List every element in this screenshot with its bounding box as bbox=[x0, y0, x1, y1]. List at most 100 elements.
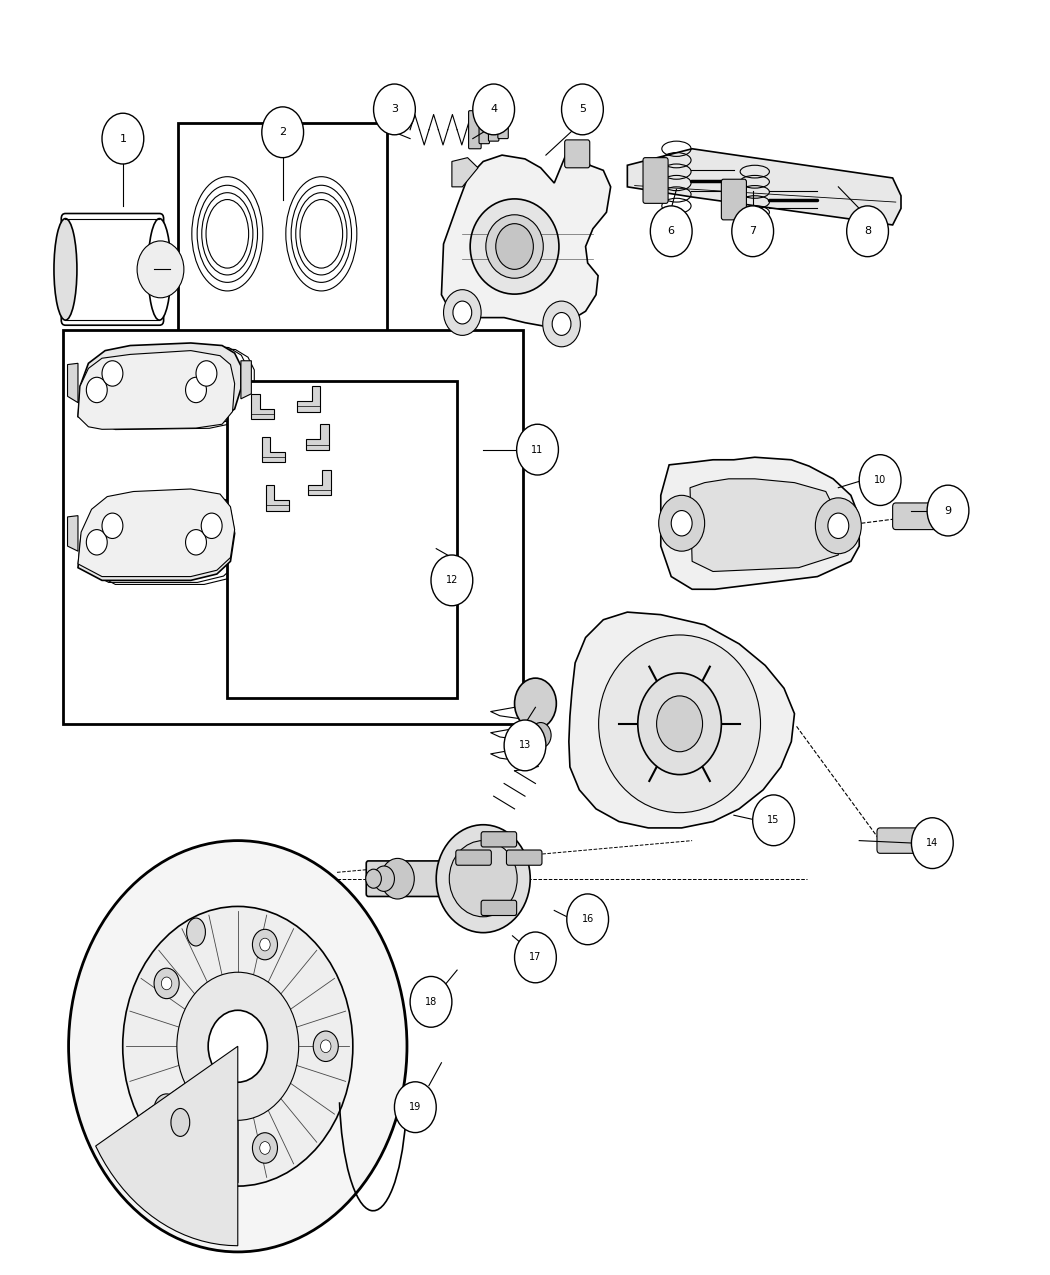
Ellipse shape bbox=[148, 218, 171, 320]
Circle shape bbox=[637, 673, 721, 775]
Polygon shape bbox=[78, 490, 234, 576]
Text: 8: 8 bbox=[864, 226, 872, 236]
Ellipse shape bbox=[365, 870, 381, 889]
Circle shape bbox=[259, 938, 270, 951]
Circle shape bbox=[86, 377, 107, 403]
Circle shape bbox=[411, 977, 452, 1028]
Text: 13: 13 bbox=[519, 741, 531, 751]
FancyBboxPatch shape bbox=[366, 861, 490, 896]
Circle shape bbox=[162, 977, 172, 989]
Text: 12: 12 bbox=[445, 575, 458, 585]
Circle shape bbox=[430, 555, 473, 606]
Polygon shape bbox=[569, 612, 795, 827]
Polygon shape bbox=[96, 1047, 237, 1246]
Circle shape bbox=[252, 1132, 277, 1163]
Polygon shape bbox=[67, 363, 78, 403]
Circle shape bbox=[320, 1040, 331, 1053]
Polygon shape bbox=[627, 149, 901, 224]
Ellipse shape bbox=[54, 218, 77, 320]
FancyBboxPatch shape bbox=[488, 119, 499, 142]
Circle shape bbox=[846, 205, 888, 256]
Text: 19: 19 bbox=[410, 1102, 421, 1112]
FancyBboxPatch shape bbox=[481, 900, 517, 915]
Circle shape bbox=[443, 289, 481, 335]
FancyBboxPatch shape bbox=[892, 502, 941, 529]
FancyBboxPatch shape bbox=[506, 850, 542, 866]
Circle shape bbox=[656, 696, 702, 752]
Polygon shape bbox=[261, 437, 285, 463]
Circle shape bbox=[911, 817, 953, 868]
Text: 6: 6 bbox=[668, 226, 675, 236]
Text: 9: 9 bbox=[944, 506, 951, 515]
Circle shape bbox=[86, 529, 107, 555]
Text: 10: 10 bbox=[874, 476, 886, 484]
Polygon shape bbox=[67, 515, 78, 551]
Polygon shape bbox=[660, 458, 859, 589]
Circle shape bbox=[102, 113, 144, 164]
Circle shape bbox=[176, 973, 298, 1121]
Circle shape bbox=[395, 1081, 436, 1132]
Circle shape bbox=[514, 678, 556, 729]
Circle shape bbox=[261, 107, 303, 158]
Circle shape bbox=[827, 513, 848, 538]
Polygon shape bbox=[266, 486, 289, 510]
Text: 4: 4 bbox=[490, 105, 498, 115]
Circle shape bbox=[252, 929, 277, 960]
Circle shape bbox=[514, 932, 556, 983]
Circle shape bbox=[543, 301, 581, 347]
Circle shape bbox=[186, 529, 207, 555]
Circle shape bbox=[562, 84, 604, 135]
Text: 1: 1 bbox=[120, 134, 126, 144]
FancyBboxPatch shape bbox=[643, 158, 668, 203]
Ellipse shape bbox=[486, 214, 543, 278]
Circle shape bbox=[658, 495, 705, 551]
FancyBboxPatch shape bbox=[565, 140, 590, 168]
Circle shape bbox=[517, 425, 559, 476]
Text: 11: 11 bbox=[531, 445, 544, 455]
Circle shape bbox=[859, 455, 901, 505]
Circle shape bbox=[552, 312, 571, 335]
Text: 3: 3 bbox=[391, 105, 398, 115]
Polygon shape bbox=[690, 479, 838, 571]
Text: 5: 5 bbox=[579, 105, 586, 115]
Bar bbox=[228, 381, 457, 699]
Text: 15: 15 bbox=[768, 815, 780, 825]
FancyBboxPatch shape bbox=[877, 827, 930, 853]
Polygon shape bbox=[308, 470, 331, 495]
FancyBboxPatch shape bbox=[468, 111, 481, 149]
Circle shape bbox=[102, 361, 123, 386]
Text: 7: 7 bbox=[749, 226, 756, 236]
Text: 16: 16 bbox=[582, 914, 594, 924]
Text: 18: 18 bbox=[425, 997, 437, 1007]
Circle shape bbox=[567, 894, 609, 945]
Bar bbox=[63, 330, 523, 724]
Polygon shape bbox=[78, 351, 234, 430]
Circle shape bbox=[453, 301, 471, 324]
Circle shape bbox=[102, 513, 123, 538]
Ellipse shape bbox=[449, 840, 518, 917]
Text: 17: 17 bbox=[529, 952, 542, 963]
FancyBboxPatch shape bbox=[61, 213, 164, 325]
Polygon shape bbox=[78, 343, 240, 426]
Text: 2: 2 bbox=[279, 128, 287, 138]
Ellipse shape bbox=[171, 1108, 190, 1136]
Text: 14: 14 bbox=[926, 838, 939, 848]
Circle shape bbox=[374, 84, 416, 135]
Polygon shape bbox=[452, 158, 478, 187]
Circle shape bbox=[196, 361, 217, 386]
Circle shape bbox=[816, 497, 861, 553]
Circle shape bbox=[186, 377, 207, 403]
Circle shape bbox=[732, 205, 774, 256]
Circle shape bbox=[138, 241, 184, 298]
Polygon shape bbox=[78, 492, 234, 580]
Ellipse shape bbox=[470, 199, 559, 295]
FancyBboxPatch shape bbox=[481, 831, 517, 847]
Bar bbox=[178, 124, 387, 346]
Circle shape bbox=[208, 1010, 268, 1082]
Ellipse shape bbox=[187, 918, 206, 946]
Circle shape bbox=[504, 720, 546, 771]
Ellipse shape bbox=[381, 858, 415, 899]
Circle shape bbox=[671, 510, 692, 536]
Circle shape bbox=[154, 1094, 180, 1125]
Circle shape bbox=[753, 794, 795, 845]
